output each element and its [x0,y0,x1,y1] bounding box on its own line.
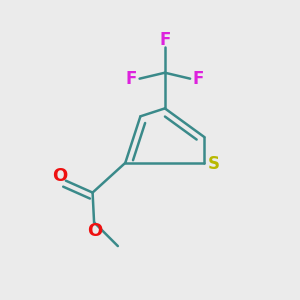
Text: F: F [159,31,170,49]
Text: O: O [52,167,67,185]
Text: S: S [207,155,219,173]
Text: F: F [126,70,137,88]
Text: O: O [87,222,103,240]
Text: F: F [193,70,204,88]
